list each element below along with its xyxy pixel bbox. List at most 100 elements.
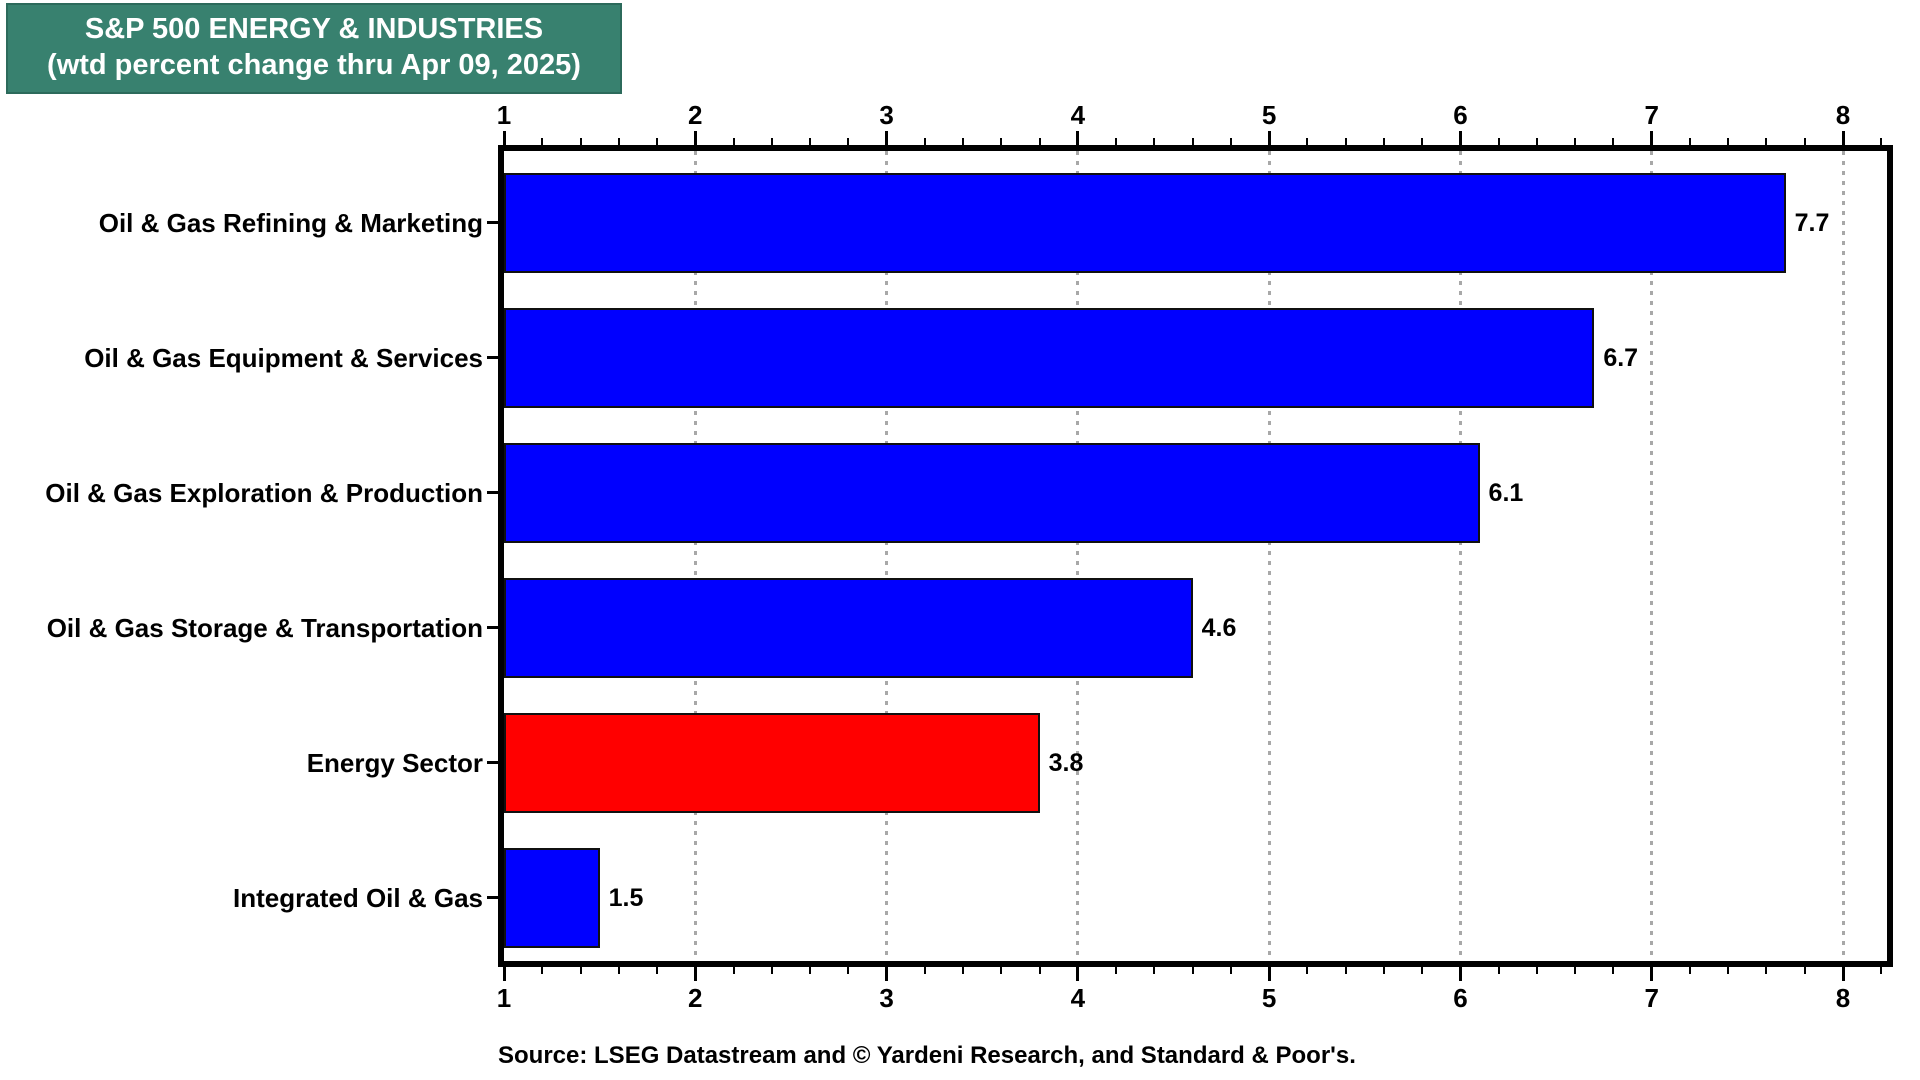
gridline xyxy=(1076,151,1080,961)
x-minor-tick xyxy=(923,967,926,974)
x-minor-tick xyxy=(1229,967,1232,974)
x-tick-label-bottom: 2 xyxy=(688,983,703,1013)
x-major-tick xyxy=(885,967,889,981)
x-minor-tick xyxy=(1612,967,1615,974)
bar-energy-sector xyxy=(504,712,1040,813)
bar-oil-gas-equipment-services xyxy=(504,307,1595,408)
x-minor-tick xyxy=(1880,967,1883,974)
x-minor-tick xyxy=(617,967,620,974)
x-tick-label-top: 8 xyxy=(1835,100,1851,130)
x-minor-tick xyxy=(1382,138,1385,145)
x-minor-tick xyxy=(1038,138,1041,145)
bar-value-label: 3.8 xyxy=(1048,748,1084,777)
category-tick xyxy=(487,491,500,494)
gridline xyxy=(1650,151,1654,961)
x-minor-tick xyxy=(1115,967,1118,974)
x-minor-tick xyxy=(579,138,582,145)
x-minor-tick xyxy=(962,138,965,145)
x-tick-label-bottom: 8 xyxy=(1835,983,1851,1013)
x-tick-label-top: 4 xyxy=(1070,100,1086,130)
x-major-tick xyxy=(1841,967,1845,981)
x-minor-tick xyxy=(962,967,965,974)
x-minor-tick xyxy=(656,138,659,145)
category-label: Oil & Gas Refining & Marketing xyxy=(98,207,483,238)
x-minor-tick xyxy=(541,967,544,974)
x-minor-tick xyxy=(1688,967,1691,974)
x-minor-tick xyxy=(617,138,620,145)
x-tick-label-top: 5 xyxy=(1261,100,1277,130)
x-minor-tick xyxy=(1765,138,1768,145)
x-minor-tick xyxy=(809,138,812,145)
x-minor-tick xyxy=(1727,967,1730,974)
x-minor-tick xyxy=(1306,138,1309,145)
gridline xyxy=(1841,151,1845,961)
x-major-tick xyxy=(1076,131,1080,145)
x-tick-label-top: 3 xyxy=(879,100,894,130)
x-tick-label-top: 6 xyxy=(1453,100,1468,130)
x-minor-tick xyxy=(1115,138,1118,145)
x-minor-tick xyxy=(1229,138,1232,145)
x-minor-tick xyxy=(1727,138,1730,145)
x-minor-tick xyxy=(770,138,773,145)
x-major-tick xyxy=(1458,131,1462,145)
x-major-tick xyxy=(1458,967,1462,981)
bar-value-label: 1.5 xyxy=(608,883,644,912)
x-tick-label-top: 2 xyxy=(688,100,703,130)
chart-title-line1: S&P 500 ENERGY & INDUSTRIES xyxy=(84,13,544,45)
x-tick-label-bottom: 1 xyxy=(496,983,512,1013)
x-tick-label-bottom: 5 xyxy=(1261,983,1277,1013)
x-tick-label-top: 1 xyxy=(496,100,512,130)
x-minor-tick xyxy=(732,138,735,145)
x-major-tick xyxy=(1650,131,1654,145)
x-major-tick xyxy=(885,131,889,145)
x-minor-tick xyxy=(1421,967,1424,974)
x-minor-tick xyxy=(1880,138,1883,145)
bar-value-label: 6.1 xyxy=(1488,478,1524,507)
category-label: Integrated Oil & Gas xyxy=(233,882,483,913)
x-minor-tick xyxy=(1765,967,1768,974)
x-tick-label-top: 7 xyxy=(1644,100,1659,130)
x-major-tick xyxy=(502,967,506,981)
gridline xyxy=(1458,151,1462,961)
x-minor-tick xyxy=(1000,967,1003,974)
x-major-tick xyxy=(1267,131,1271,145)
x-minor-tick xyxy=(1191,967,1194,974)
bar-oil-gas-refining-marketing xyxy=(504,172,1786,273)
bar-integrated-oil-gas xyxy=(504,847,600,948)
x-major-tick xyxy=(1267,967,1271,981)
x-minor-tick xyxy=(1535,967,1538,974)
plot-area: 7.7 6.7 6.1 4.6 3.8 1.5 xyxy=(498,145,1893,967)
category-tick xyxy=(487,221,500,224)
x-minor-tick xyxy=(1574,138,1577,145)
x-minor-tick xyxy=(541,138,544,145)
x-minor-tick xyxy=(1497,967,1500,974)
x-major-tick xyxy=(502,131,506,145)
gridline xyxy=(885,151,889,961)
x-minor-tick xyxy=(847,967,850,974)
x-minor-tick xyxy=(1191,138,1194,145)
category-tick xyxy=(487,626,500,629)
x-minor-tick xyxy=(1153,967,1156,974)
bar-oil-gas-storage-transportation xyxy=(504,577,1193,678)
category-label: Energy Sector xyxy=(306,747,483,778)
x-major-tick xyxy=(1076,967,1080,981)
x-minor-tick xyxy=(656,967,659,974)
x-minor-tick xyxy=(1382,967,1385,974)
x-tick-label-bottom: 6 xyxy=(1453,983,1468,1013)
x-minor-tick xyxy=(847,138,850,145)
x-minor-tick xyxy=(1344,138,1347,145)
x-minor-tick xyxy=(1000,138,1003,145)
category-label: Oil & Gas Storage & Transportation xyxy=(46,612,483,643)
category-tick xyxy=(487,356,500,359)
x-major-tick xyxy=(1650,967,1654,981)
x-minor-tick xyxy=(1497,138,1500,145)
x-minor-tick xyxy=(1153,138,1156,145)
x-major-tick xyxy=(693,967,697,981)
x-minor-tick xyxy=(809,967,812,974)
source-note: Source: LSEG Datastream and © Yardeni Re… xyxy=(498,1042,1356,1069)
category-tick xyxy=(487,761,500,764)
bar-value-label: 7.7 xyxy=(1794,208,1830,237)
bar-oil-gas-exploration-production xyxy=(504,442,1480,543)
category-tick xyxy=(487,896,500,899)
x-minor-tick xyxy=(1535,138,1538,145)
